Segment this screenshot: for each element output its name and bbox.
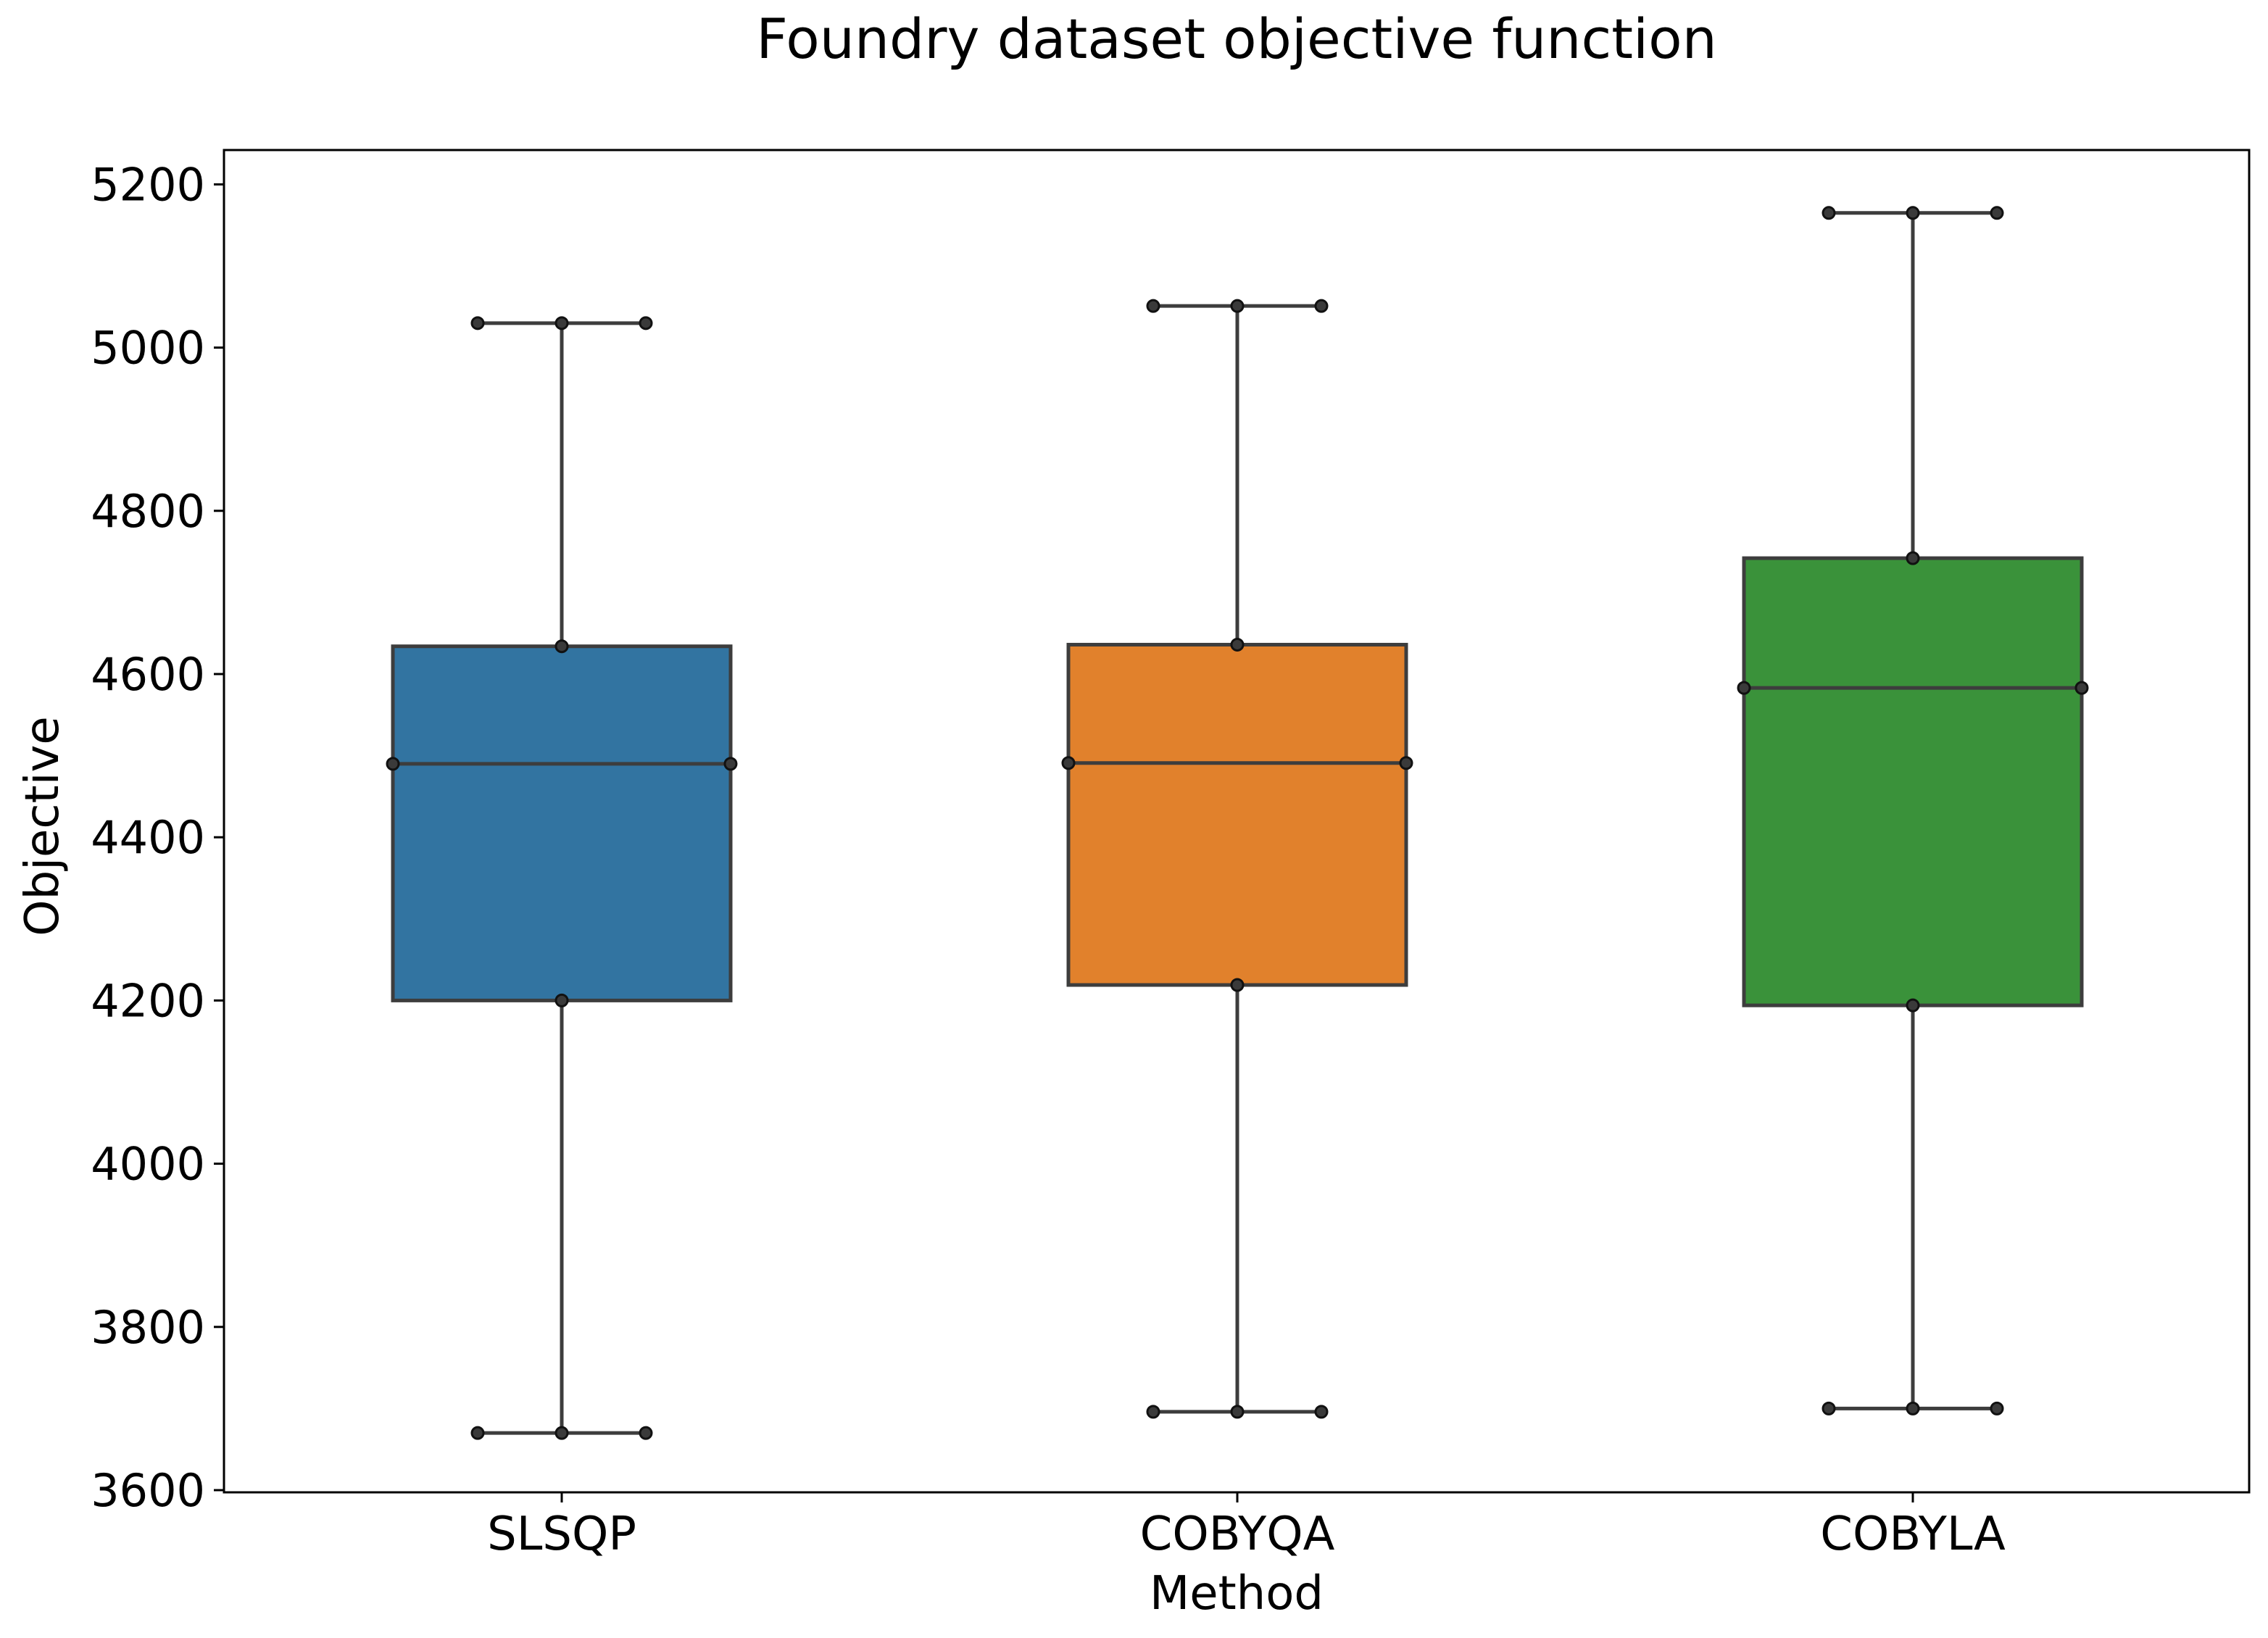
point-cobyla-7 (1822, 1401, 1836, 1415)
box-slsqp (391, 644, 733, 1002)
x-axis: SLSQP COBYQA COBYLA (487, 1492, 2006, 1561)
point-cobyqa-1 (1230, 299, 1245, 313)
point-slsqp-9 (639, 1426, 653, 1440)
y-tick-label-3600: 3600 (91, 1464, 205, 1517)
point-cobyla-0 (1822, 206, 1836, 220)
point-cobyla-4 (1737, 681, 1751, 695)
point-slsqp-6 (554, 993, 569, 1007)
x-axis-label: Method (1150, 1567, 1324, 1621)
point-cobyla-5 (2074, 681, 2089, 695)
point-cobyqa-2 (1314, 299, 1329, 313)
point-slsqp-5 (723, 757, 738, 771)
point-cobyqa-7 (1146, 1405, 1160, 1419)
point-cobyla-8 (1906, 1401, 1920, 1415)
box-group-slsqp (386, 316, 738, 1440)
point-cobyla-6 (1906, 998, 1920, 1013)
y-tick-label-4200: 4200 (91, 974, 205, 1027)
point-cobyqa-4 (1061, 756, 1076, 770)
point-slsqp-8 (554, 1426, 569, 1440)
point-slsqp-2 (639, 316, 653, 330)
box-cobyqa (1066, 642, 1408, 987)
y-axis: 3600 3800 4000 4200 4400 4600 4800 5000 5200 (91, 158, 224, 1517)
box-group-cobyqa (1061, 299, 1413, 1419)
point-cobyqa-0 (1146, 299, 1160, 313)
point-cobyla-2 (1990, 206, 2004, 220)
plot-boxes (386, 206, 2089, 1440)
point-cobyqa-6 (1230, 978, 1245, 992)
x-tick-label-cobyla: COBYLA (1820, 1508, 2006, 1561)
y-tick-label-5200: 5200 (91, 158, 205, 211)
y-tick-label-4800: 4800 (91, 485, 205, 538)
point-cobyqa-3 (1230, 637, 1245, 652)
point-slsqp-4 (386, 757, 400, 771)
y-tick-label-4600: 4600 (91, 648, 205, 701)
y-axis-label: Objective (16, 716, 70, 936)
point-slsqp-0 (470, 316, 485, 330)
point-slsqp-1 (554, 316, 569, 330)
y-tick-label-4400: 4400 (91, 811, 205, 864)
point-slsqp-7 (470, 1426, 485, 1440)
point-cobyla-3 (1906, 551, 1920, 565)
x-tick-label-cobyqa: COBYQA (1140, 1508, 1335, 1561)
y-tick-label-4000: 4000 (91, 1138, 205, 1191)
point-cobyqa-8 (1230, 1405, 1245, 1419)
y-tick-label-3800: 3800 (91, 1301, 205, 1354)
box-cobyla (1742, 556, 2084, 1007)
point-cobyla-9 (1990, 1401, 2004, 1415)
chart-title: Foundry dataset objective function (756, 7, 1717, 71)
y-tick-label-5000: 5000 (91, 322, 205, 375)
point-cobyqa-9 (1314, 1405, 1329, 1419)
point-cobyla-1 (1906, 206, 1920, 220)
box-group-cobyla (1737, 206, 2089, 1415)
x-tick-label-slsqp: SLSQP (487, 1508, 636, 1561)
point-cobyqa-5 (1399, 756, 1413, 770)
point-slsqp-3 (554, 639, 569, 654)
